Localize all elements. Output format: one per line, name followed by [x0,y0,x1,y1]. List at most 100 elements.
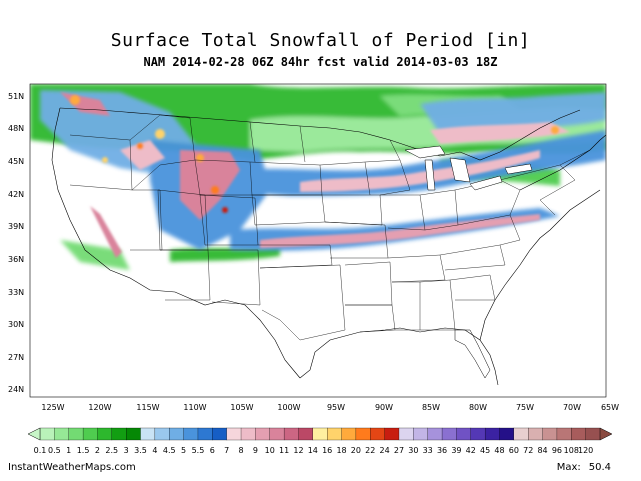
lon-label: 110W [183,403,206,412]
legend-swatch [384,427,400,441]
legend-swatch [413,427,429,441]
legend-label: 60 [509,446,519,455]
legend-swatch [212,427,228,441]
lon-label: 85W [422,403,440,412]
map-border [29,83,607,398]
legend-label: 42 [466,446,476,455]
latitude-labels: 51N 48N 45N 42N 39N 36N 33N 30N 27N 24N [8,92,24,394]
legend-label: 45 [480,446,490,455]
legend-label: 27 [394,446,404,455]
legend-label: 20 [351,446,361,455]
lon-label: 65W [601,403,619,412]
legend-swatch [126,427,141,441]
legend-label: 4 [152,446,157,455]
legend-label: 4.5 [163,446,176,455]
legend-swatch [82,427,98,441]
map-title: Surface Total Snowfall of Period [in] [110,30,531,51]
max-value: Max: 50.4 [549,462,611,473]
florida-outline [454,329,491,379]
lon-label: 100W [277,403,300,412]
legend-swatch [499,427,515,441]
legend-swatch [355,427,371,441]
legend-swatch [240,427,256,441]
legend-label: 72 [523,446,533,455]
legend-swatch [441,427,457,441]
legend-label: 8 [238,446,243,455]
longitude-labels: 125W 120W 115W 110W 105W 100W 95W 90W 85… [41,403,619,412]
legend-label: 5.5 [192,446,205,455]
legend-label: 6 [210,446,215,455]
legend-swatch [269,427,285,441]
legend-label: 18 [336,446,346,455]
lon-label: 70W [563,403,581,412]
legend-swatch [327,427,342,441]
legend-label: 3.5 [134,446,147,455]
legend-label: 30 [408,446,418,455]
legend-swatch [470,427,486,441]
lon-label: 115W [136,403,159,412]
legend-swatch [97,427,113,441]
legend-swatch [571,427,586,441]
lat-label: 33N [8,288,24,297]
legend-label: 5 [181,446,186,455]
legend-swatch [556,427,572,441]
lon-label: 90W [375,403,393,412]
legend-left-arrow [27,427,41,441]
legend-label: 36 [437,446,447,455]
legend-label: 14 [308,446,318,455]
legend-swatch [370,427,385,441]
max-label: Max: [556,462,581,473]
legend-label: 96 [552,446,562,455]
lat-label: 45N [8,157,24,166]
legend-swatch [154,427,170,441]
legend-label: 2.5 [105,446,118,455]
legend-label: 0.5 [48,446,61,455]
lon-label: 75W [516,403,534,412]
legend-swatch [283,427,299,441]
legend-label: 11 [279,446,289,455]
legend-swatch [140,427,156,441]
lon-label: 120W [88,403,111,412]
lon-label: 105W [230,403,253,412]
legend-label: 1 [66,446,71,455]
legend-label: 48 [494,446,504,455]
legend-swatch [169,427,184,441]
lat-label: 48N [8,124,24,133]
legend-label: 108 [564,446,579,455]
legend-swatch [197,427,213,441]
legend-swatch [528,427,543,441]
legend-swatch [484,427,500,441]
state-borders [69,114,591,341]
legend-label: 84 [537,446,547,455]
lat-label: 39N [8,222,24,231]
legend-label: 24 [380,446,390,455]
legend-right-arrow [599,427,613,441]
legend-label: 0.1 [34,446,47,455]
legend-swatch [585,427,601,441]
lon-label: 80W [469,403,487,412]
legend-swatch [456,427,472,441]
legend-swatch [427,427,443,441]
lat-label: 42N [8,190,24,199]
lat-label: 36N [8,255,24,264]
legend-swatch [312,427,328,441]
legend-label: 9 [253,446,258,455]
legend-label: 1.5 [77,446,90,455]
legend-swatch [542,427,558,441]
legend-swatch [226,427,242,441]
legend-label: 39 [451,446,461,455]
max-number: 50.4 [588,462,611,473]
lat-label: 27N [8,353,24,362]
legend-swatch [255,427,271,441]
legend-swatch [68,427,84,441]
legend-swatch [111,427,127,441]
legend-swatch [298,427,314,441]
lat-label: 51N [8,92,24,101]
lat-label: 24N [8,385,24,394]
legend-swatch [341,427,357,441]
legend-label: 12 [293,446,303,455]
great-lakes [404,145,533,191]
source-credit: InstantWeatherMaps.com [8,462,136,473]
legend-swatch [39,427,55,441]
